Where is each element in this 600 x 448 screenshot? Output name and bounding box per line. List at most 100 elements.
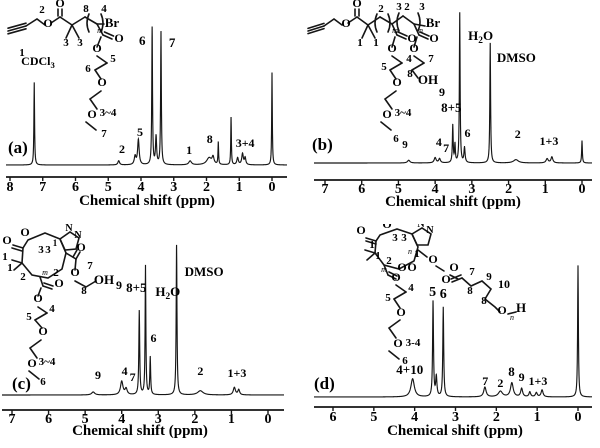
peak-label: 7 xyxy=(130,370,136,384)
peak-label: 2 xyxy=(119,142,125,156)
structure-atom-label: 1 xyxy=(7,262,13,274)
structure-bond xyxy=(402,15,415,25)
structure-bond xyxy=(411,62,425,71)
structure-bond xyxy=(410,227,432,246)
structure-bond xyxy=(387,13,391,33)
peak-label: 9 xyxy=(95,368,101,382)
structure-bond xyxy=(7,25,27,32)
structure-atom-label: 5 xyxy=(26,311,32,323)
peak-label: 6 xyxy=(139,33,146,48)
structure-atom-label: 3~4 xyxy=(395,107,412,119)
structure-atom-label: 6 xyxy=(85,63,91,75)
structure-bond xyxy=(7,28,27,35)
structure-atom-label: 6 xyxy=(40,376,46,388)
structure-atom-label: n xyxy=(510,313,514,322)
structure-bond xyxy=(323,18,343,27)
structure-atom-label: O xyxy=(396,305,405,319)
tick-label: 6 xyxy=(330,410,337,425)
structure-bond xyxy=(307,25,325,32)
nmr-panel-b: (b) Chemical shift (ppm) 7 6 5 4 3 2 1 0 4 7 8+5 H2… xyxy=(300,0,600,224)
structure-bond xyxy=(100,13,104,33)
structure-bond xyxy=(34,312,48,321)
structure-bond xyxy=(451,277,463,283)
structure-atom-label: O xyxy=(341,16,350,30)
structure-atom-label: 1 xyxy=(2,251,8,263)
structure-atom-label: 8 xyxy=(407,68,413,80)
tick-label: 4 xyxy=(411,410,418,425)
spectrum-trace xyxy=(2,244,284,396)
structure-bond xyxy=(388,350,400,360)
tick-label: 7 xyxy=(39,180,46,195)
structure-bond xyxy=(367,16,381,26)
structure-atom-label: 3 xyxy=(38,244,44,256)
structure-atom-label: O xyxy=(97,75,106,89)
structure-bond xyxy=(413,23,420,36)
peak-label: 2 xyxy=(515,127,521,141)
structure-atom-label: 3 xyxy=(396,1,402,13)
structure-atom-label: m xyxy=(42,268,48,277)
structure-atom-label: 7 xyxy=(428,53,434,65)
structure-atom-label: 2 xyxy=(53,267,59,279)
structure-atom-label: H xyxy=(516,300,526,315)
structure-bond xyxy=(396,12,400,32)
structure-bond xyxy=(374,228,419,270)
structure-atom-label: OH xyxy=(418,72,438,87)
structure-bond xyxy=(94,69,102,80)
peak-label: 2 xyxy=(497,376,503,390)
structure-bond xyxy=(411,69,419,79)
panel-tag-b: (b) xyxy=(312,135,333,154)
structure-atom-label: O xyxy=(54,276,63,290)
structure-bond xyxy=(387,319,401,339)
structure-bond xyxy=(365,240,377,245)
structure-atom-label: m xyxy=(97,26,103,35)
structure-bond xyxy=(86,13,90,33)
tick-label: 1 xyxy=(228,412,235,427)
peak-label: 6 xyxy=(151,331,157,345)
structure-bond xyxy=(71,24,80,39)
structure-bond xyxy=(356,16,369,26)
structure-atom-label: O xyxy=(38,324,47,338)
structure-bond xyxy=(365,237,377,242)
peak-label: 4 xyxy=(122,364,128,378)
structure-bond xyxy=(419,31,430,37)
peak-label: 7 xyxy=(169,35,176,50)
spectrum-trace xyxy=(314,12,592,164)
structure-atom-label: 5 xyxy=(110,53,116,65)
structure-atom-label: 7 xyxy=(469,266,475,278)
panel-tag-a: (a) xyxy=(8,138,28,157)
structure-atom-label: 2 xyxy=(39,4,45,16)
structure-atom-label: 3 xyxy=(77,37,83,49)
structure-atom-label: 5 xyxy=(385,292,391,304)
tick-label: 0 xyxy=(579,182,586,197)
peak-label: 1+3 xyxy=(529,374,548,388)
structure-bond xyxy=(383,90,397,110)
structure-bond xyxy=(102,34,113,40)
peak-label: 8+5 xyxy=(441,100,462,115)
x-axis-title-d: Chemical shift (ppm) xyxy=(387,423,523,439)
structure-bond xyxy=(461,277,501,313)
structure-atom-label: 8 xyxy=(467,285,473,297)
tick-label: 2 xyxy=(493,410,500,425)
structure-atom-label: m xyxy=(381,265,387,274)
structure-atom-label: 2 xyxy=(404,1,410,13)
structure-atom-label: Br xyxy=(426,15,441,30)
structure-atom-label: O xyxy=(428,252,437,266)
peak-label: 3+4 xyxy=(236,136,255,150)
structure-atom-label: O xyxy=(407,260,416,274)
structure-bond xyxy=(387,274,397,280)
structure-bond xyxy=(65,24,73,39)
structure-atom-label: O xyxy=(2,233,11,247)
structure-atom-label: O xyxy=(20,225,29,239)
peak-label: 6 xyxy=(440,287,447,302)
structure-atom-label: O xyxy=(387,41,396,55)
x-axis-title-b: Chemical shift (ppm) xyxy=(385,194,521,210)
structure-bond xyxy=(389,62,403,71)
structure-atom-label: O xyxy=(33,291,42,305)
structure-atom-label: 1 xyxy=(369,239,375,251)
structure-bond xyxy=(391,23,398,36)
tick-label: 5 xyxy=(395,182,402,197)
